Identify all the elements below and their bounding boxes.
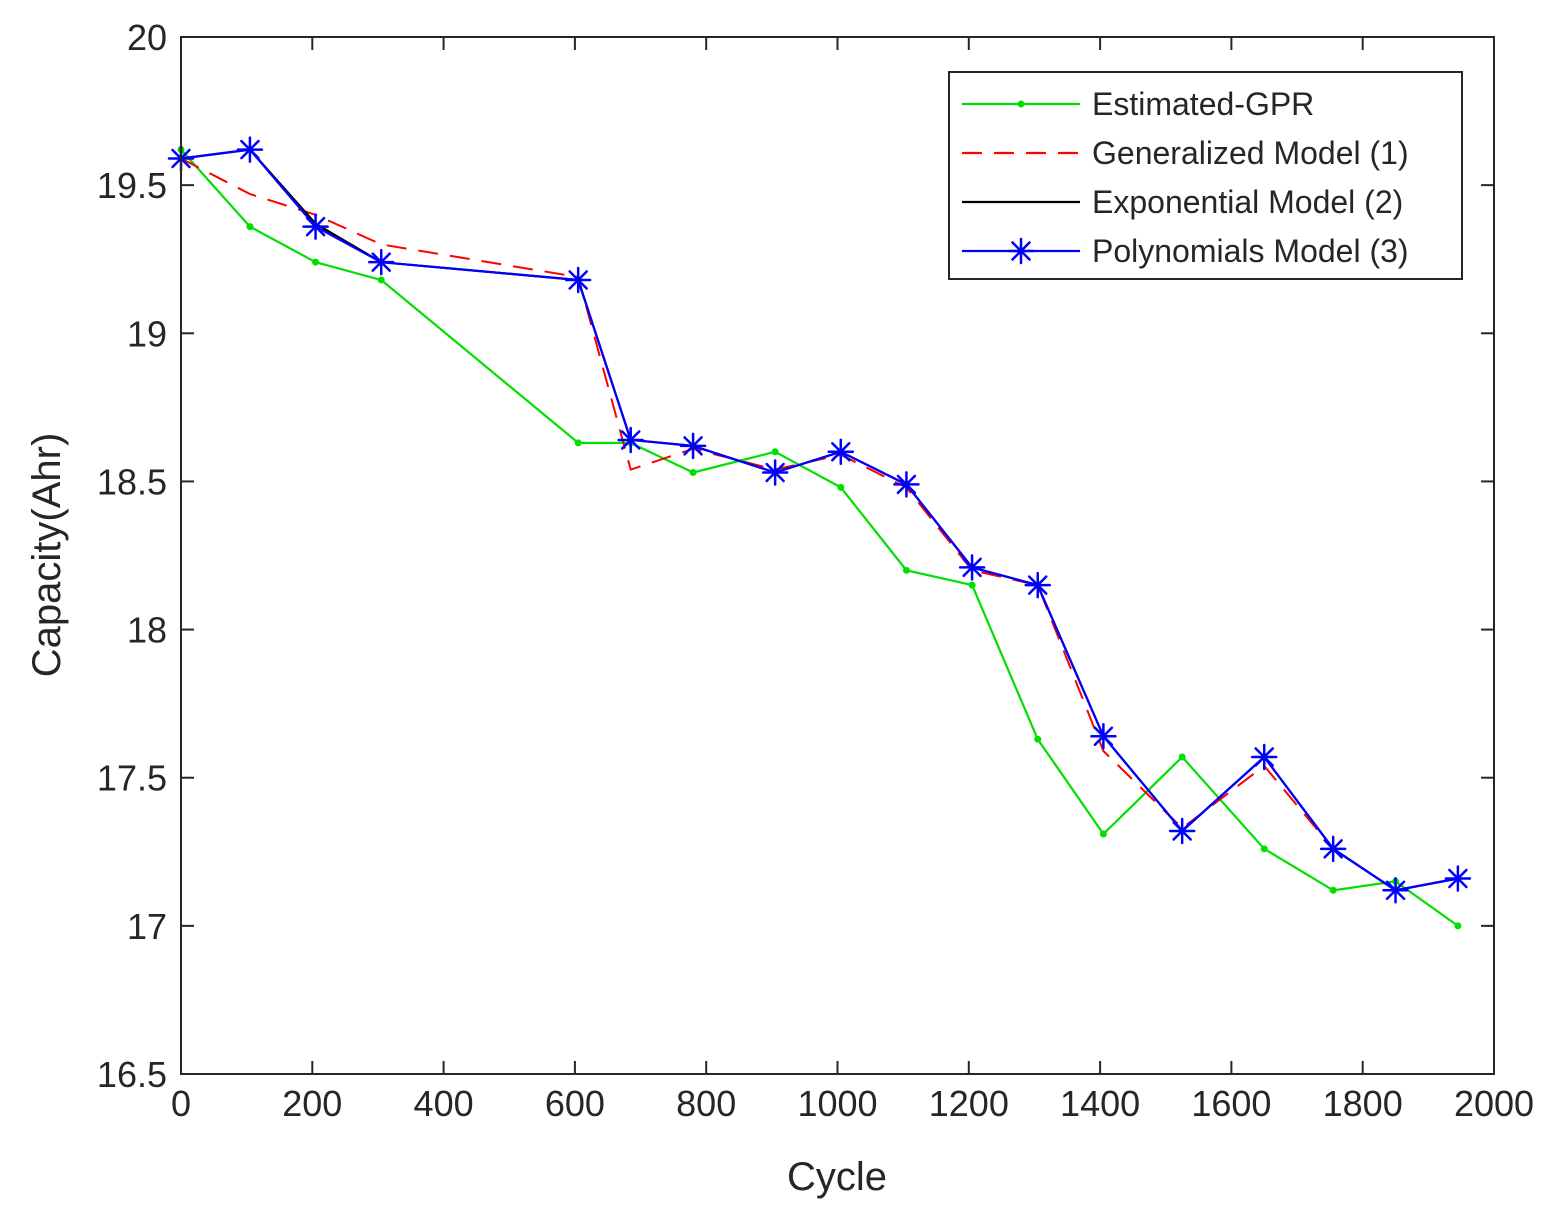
series-line (180, 148, 1459, 892)
data-point (771, 448, 779, 456)
axes-layer (180, 36, 1495, 1075)
x-axis-title: Cycle (787, 1155, 887, 1199)
y-tick-label: 17 (127, 906, 167, 947)
legend-label: Estimated-GPR (1092, 86, 1314, 122)
x-tick-label: 800 (676, 1083, 736, 1124)
asterisk-stroke (1011, 241, 1031, 261)
data-point (367, 248, 395, 276)
data-point (1178, 753, 1186, 761)
data-point (1444, 865, 1472, 892)
y-axis-title: Capacity(Ahr) (25, 433, 69, 678)
y-tick-label: 18.5 (97, 461, 167, 502)
tick-label-layer: 0 200 400 600 800 1000 1200 1400 1600 1800 2000 16.… (97, 17, 1534, 1124)
data-point (1250, 743, 1278, 771)
legend-item-0: Estimated-GPR (962, 86, 1314, 122)
data-point (1168, 817, 1196, 845)
x-tick-label: 1800 (1323, 1083, 1403, 1124)
y-tick-label: 19.5 (97, 165, 167, 206)
y-tick-label: 18 (127, 610, 167, 651)
series-layer (167, 136, 1472, 930)
data-point (1319, 835, 1347, 863)
data-point (1099, 830, 1107, 838)
legend: Estimated-GPR Generalized Model (1) Expone… (948, 71, 1463, 280)
series-line (180, 148, 1459, 927)
asterisk-stroke (1093, 726, 1114, 746)
asterisk-stroke (1172, 821, 1192, 841)
data-point (958, 554, 986, 581)
data-point (617, 426, 644, 454)
asterisk-stroke (1385, 880, 1406, 901)
series-0 (177, 146, 1462, 930)
asterisk-stroke (1448, 868, 1468, 889)
asterisk-stroke (831, 442, 851, 462)
data-point (1024, 571, 1051, 599)
data-point (1090, 722, 1117, 750)
data-point (1329, 886, 1337, 894)
x-tick-label: 200 (282, 1083, 342, 1124)
series-1 (180, 157, 1459, 892)
data-point (902, 566, 910, 574)
y-tick-label: 20 (127, 17, 167, 58)
asterisk-stroke (1254, 747, 1274, 767)
x-tick-label: 1000 (797, 1083, 877, 1124)
data-point (1260, 845, 1268, 853)
legend-item-2: Exponential Model (2) (962, 184, 1403, 220)
data-point (236, 136, 264, 163)
legend-items: Estimated-GPR Generalized Model (1) Expone… (962, 86, 1409, 269)
x-tick-label: 1600 (1191, 1083, 1271, 1124)
asterisk-stroke (371, 252, 391, 272)
asterisk-stroke (962, 557, 982, 578)
data-point (968, 581, 976, 589)
x-tick-label: 600 (545, 1083, 605, 1124)
asterisk-stroke (896, 474, 917, 495)
data-point (377, 276, 385, 284)
data-point (1034, 735, 1042, 743)
legend-box (948, 71, 1463, 280)
legend-label: Exponential Model (2) (1092, 184, 1403, 220)
asterisk-stroke (568, 270, 588, 290)
data-point (827, 438, 855, 466)
data-point (246, 223, 254, 231)
y-tick-label: 16.5 (97, 1054, 167, 1095)
asterisk-stroke (1323, 839, 1343, 859)
asterisk-stroke (1027, 575, 1048, 595)
data-point (574, 439, 582, 447)
x-tick-label: 1400 (1060, 1083, 1140, 1124)
asterisk-stroke (240, 139, 260, 160)
series-3 (167, 136, 1472, 904)
data-point (564, 266, 592, 294)
data-point (837, 483, 845, 491)
x-tick-label: 2000 (1454, 1083, 1534, 1124)
asterisk-stroke (620, 430, 641, 450)
legend-label: Generalized Model (1) (1092, 135, 1409, 171)
legend-item-1: Generalized Model (1) (962, 135, 1409, 171)
data-point (893, 471, 920, 498)
asterisk-stroke (765, 462, 785, 483)
series-line (180, 157, 1459, 892)
x-tick-label: 1200 (929, 1083, 1009, 1124)
legend-item-3: Polynomials Model (3) (962, 233, 1409, 269)
data-point (761, 459, 789, 486)
data-point (1454, 922, 1462, 930)
data-point (302, 213, 329, 240)
data-point (679, 432, 707, 460)
x-tick-label: 0 (171, 1083, 191, 1124)
legend-marker (1017, 100, 1025, 108)
legend-label: Polynomials Model (3) (1092, 233, 1409, 269)
asterisk-stroke (683, 436, 703, 456)
legend-marker (1007, 237, 1035, 265)
data-point (312, 258, 320, 266)
y-tick-label: 17.5 (97, 758, 167, 799)
x-tick-label: 400 (414, 1083, 474, 1124)
y-tick-label: 19 (127, 313, 167, 354)
asterisk-stroke (305, 216, 326, 237)
data-point (689, 469, 697, 477)
data-point (1382, 877, 1409, 904)
